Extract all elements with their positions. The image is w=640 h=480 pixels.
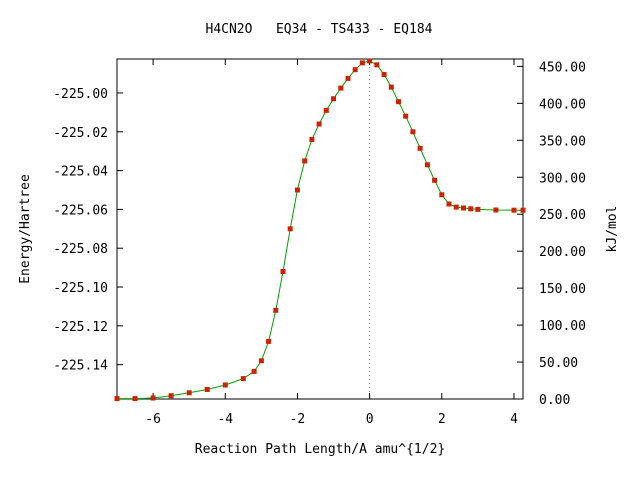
data-point (432, 177, 438, 183)
data-point (316, 121, 322, 127)
data-point (453, 204, 459, 210)
x-tick-label: -4 (217, 412, 233, 427)
right-y-tick-label: 150.00 (539, 282, 586, 297)
data-point (359, 60, 365, 66)
chart-title: H4CN2O EQ34 - TS433 - EQ184 (206, 22, 433, 37)
left-y-tick-label: -225.14 (53, 359, 108, 374)
data-point (168, 393, 174, 399)
left-y-tick-label: -225.02 (53, 126, 108, 141)
data-point (258, 358, 264, 364)
data-point (240, 376, 246, 382)
data-point (323, 107, 329, 113)
left-y-tick-label: -225.04 (53, 165, 108, 180)
right-y-axis: 0.00 50.00 100.00 150.00 200.00 250.00 300.00 3… (517, 60, 586, 408)
right-y-tick-label: 100.00 (539, 319, 586, 334)
right-y-tick-label: 50.00 (539, 356, 578, 371)
x-tick-label: -2 (290, 412, 306, 427)
x-tick-label: 2 (438, 412, 446, 427)
data-point (403, 113, 409, 119)
data-point (424, 162, 430, 168)
x-tick-label: 0 (366, 412, 374, 427)
data-point (251, 368, 257, 374)
data-point (132, 396, 138, 402)
data-point (511, 207, 517, 213)
data-point (331, 96, 336, 102)
right-y-tick-label: 200.00 (539, 245, 586, 260)
right-y-tick-label: 400.00 (539, 97, 586, 112)
data-point (186, 390, 192, 396)
data-point (367, 58, 373, 64)
data-point (150, 395, 156, 401)
left-y-tick-label: -225.10 (53, 281, 108, 296)
data-point (204, 387, 210, 392)
data-point (302, 158, 308, 164)
data-point (294, 187, 300, 193)
data-point (468, 206, 474, 212)
left-y-tick-label: -225.00 (53, 87, 108, 102)
data-point (493, 207, 499, 213)
x-axis: -6 -4 -2 0 2 4 (145, 59, 518, 427)
data-point (345, 75, 351, 81)
data-point (461, 205, 466, 211)
plot-frame (116, 58, 524, 400)
data-point (446, 201, 452, 207)
left-y-tick-label: -225.08 (53, 242, 108, 257)
energy-curve-line (117, 60, 523, 400)
data-point (475, 206, 481, 212)
x-tick-label: 4 (510, 412, 518, 427)
data-point (222, 382, 228, 388)
data-point (309, 137, 315, 142)
data-point (410, 129, 416, 135)
left-y-tick-label: -225.12 (53, 320, 108, 335)
x-axis-label: Reaction Path Length/A amu^{1/2} (195, 442, 445, 457)
right-y-tick-label: 350.00 (539, 134, 586, 149)
right-y-tick-label: 0.00 (539, 393, 570, 408)
data-point (266, 338, 272, 344)
data-point (114, 396, 120, 402)
data-point (520, 207, 526, 213)
data-point (280, 269, 286, 274)
right-y-tick-label: 300.00 (539, 171, 586, 186)
data-point (388, 84, 394, 90)
data-point (374, 62, 380, 68)
data-point (338, 85, 344, 91)
left-y-axis: -225.00 -225.02 -225.04 -225.06 -225.08 -225.… (53, 87, 123, 374)
data-point (417, 145, 423, 151)
left-y-axis-label: Energy/Hartree (18, 174, 33, 284)
data-point (396, 99, 401, 105)
data-point (439, 192, 445, 198)
data-point (273, 307, 279, 313)
data-point (381, 72, 387, 77)
right-y-axis-label: kJ/mol (605, 206, 620, 253)
energy-curve-points (114, 58, 526, 402)
data-point (287, 226, 293, 232)
right-y-tick-label: 450.00 (539, 60, 586, 75)
left-y-tick-label: -225.06 (53, 203, 108, 218)
x-tick-label: -6 (145, 412, 161, 427)
right-y-tick-label: 250.00 (539, 208, 586, 223)
data-point (352, 67, 358, 73)
